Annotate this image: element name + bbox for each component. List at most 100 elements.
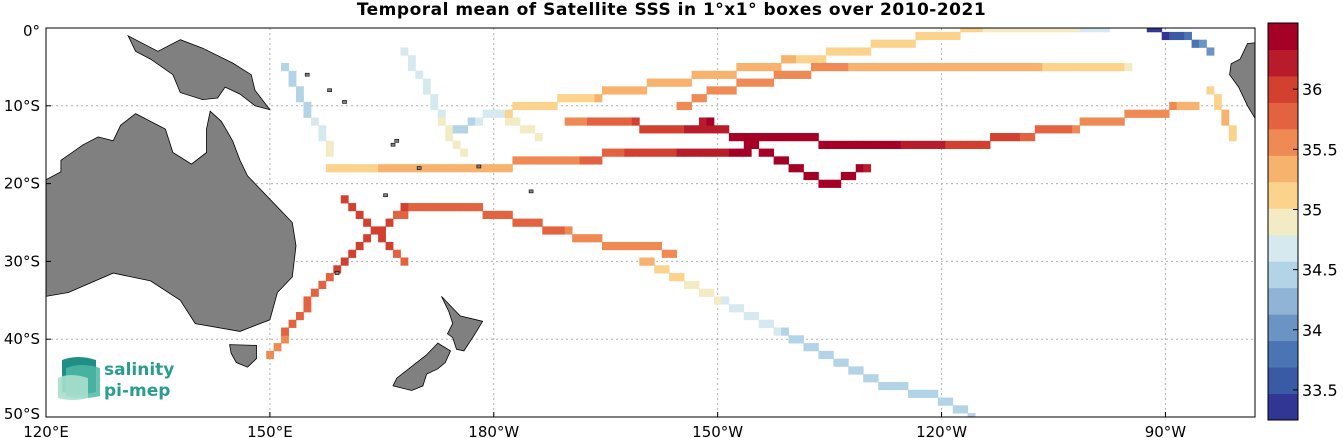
sss-cell xyxy=(549,156,558,165)
sss-cell xyxy=(721,86,730,95)
sss-cell xyxy=(281,327,289,336)
sss-cell xyxy=(728,70,737,79)
sss-cell xyxy=(781,55,789,64)
sss-cell xyxy=(609,86,618,95)
sss-cell xyxy=(557,226,566,235)
sss-cell xyxy=(669,78,678,87)
island xyxy=(383,193,388,198)
sss-cell xyxy=(631,148,640,157)
sss-cell xyxy=(713,296,722,305)
lat-tick-label: 0° xyxy=(23,22,40,40)
sss-cell xyxy=(684,125,692,134)
sss-cell xyxy=(467,117,476,126)
sss-cell xyxy=(1116,63,1125,72)
sss-cell xyxy=(1146,28,1155,33)
sss-cell xyxy=(937,31,946,41)
sss-cell xyxy=(348,249,357,258)
sss-cell xyxy=(930,140,939,149)
land-new-guinea xyxy=(127,34,271,111)
sss-cell xyxy=(915,389,924,398)
colorbar-swatch xyxy=(1268,340,1298,368)
sss-cell xyxy=(967,28,976,33)
sss-cell xyxy=(601,148,610,157)
sss-cell xyxy=(706,148,715,157)
sss-cell xyxy=(631,241,640,251)
sss-cell xyxy=(624,117,633,126)
sss-cell xyxy=(1034,63,1043,72)
sss-cell xyxy=(355,210,364,220)
sss-cell xyxy=(415,70,424,79)
sss-cell xyxy=(810,343,819,352)
sss-cell xyxy=(1079,28,1088,33)
sss-cell xyxy=(1012,133,1021,142)
sss-cell xyxy=(296,86,304,95)
sss-cell xyxy=(437,109,446,118)
sss-cell xyxy=(445,125,454,134)
sss-cell xyxy=(355,241,364,251)
sss-cell xyxy=(579,156,588,165)
sss-cell xyxy=(1079,63,1088,72)
sss-cell xyxy=(564,156,573,165)
sss-cell xyxy=(281,335,289,344)
sss-cell xyxy=(751,133,760,142)
sss-cell xyxy=(400,203,409,212)
logo-line2: pi-mep xyxy=(104,381,170,401)
sss-cell xyxy=(1109,63,1118,72)
sss-cell xyxy=(1087,63,1095,72)
sss-cell xyxy=(542,101,551,111)
sss-cell xyxy=(922,63,931,72)
sss-cell xyxy=(818,55,827,64)
sss-cell xyxy=(706,125,715,134)
sss-cell xyxy=(624,86,633,95)
sss-cell xyxy=(870,140,879,149)
sss-cell xyxy=(915,140,924,149)
island xyxy=(394,139,400,143)
sss-cell xyxy=(288,70,297,79)
land-layer xyxy=(46,34,1255,391)
sss-cell xyxy=(400,164,409,173)
sss-cell xyxy=(840,358,849,367)
sss-cell xyxy=(654,78,663,87)
sss-cell xyxy=(482,109,491,118)
sss-cell xyxy=(699,94,707,103)
sss-cell xyxy=(325,164,334,173)
colorbar-swatch xyxy=(1268,102,1298,130)
sss-cell xyxy=(781,133,789,142)
sss-cell xyxy=(437,203,446,212)
sss-cell xyxy=(601,86,610,95)
sss-cell xyxy=(587,234,595,243)
sss-cell xyxy=(631,117,640,126)
sss-cell xyxy=(669,249,678,258)
sss-cell xyxy=(1042,63,1051,72)
sss-cell xyxy=(422,203,431,212)
sss-cell xyxy=(504,109,513,118)
sss-cell xyxy=(907,39,916,48)
sss-cell xyxy=(587,156,595,165)
sss-cell xyxy=(594,94,603,103)
sss-cell xyxy=(840,63,849,72)
sss-cell xyxy=(504,164,513,173)
sss-cell xyxy=(534,133,543,142)
sss-cell xyxy=(616,148,625,157)
sss-cell xyxy=(385,164,394,173)
sss-cell xyxy=(1094,117,1103,126)
sss-cell xyxy=(1004,28,1013,33)
sss-cell xyxy=(437,164,446,173)
sss-cell xyxy=(937,63,946,72)
sss-cell xyxy=(990,133,998,142)
sss-cell xyxy=(997,63,1006,72)
sss-cell xyxy=(512,156,521,165)
sss-cell xyxy=(967,140,976,149)
sss-cell xyxy=(407,203,416,212)
sss-cell xyxy=(758,63,767,72)
sss-cell xyxy=(303,101,312,111)
sss-cell xyxy=(310,117,319,126)
sss-cell xyxy=(878,63,886,72)
sss-cell xyxy=(564,226,573,235)
sss-cell xyxy=(833,140,842,149)
sss-cell xyxy=(885,39,894,48)
sss-cell xyxy=(572,156,581,165)
sss-cell xyxy=(691,70,700,79)
sss-cell xyxy=(907,389,916,398)
sss-cell xyxy=(1213,94,1222,103)
